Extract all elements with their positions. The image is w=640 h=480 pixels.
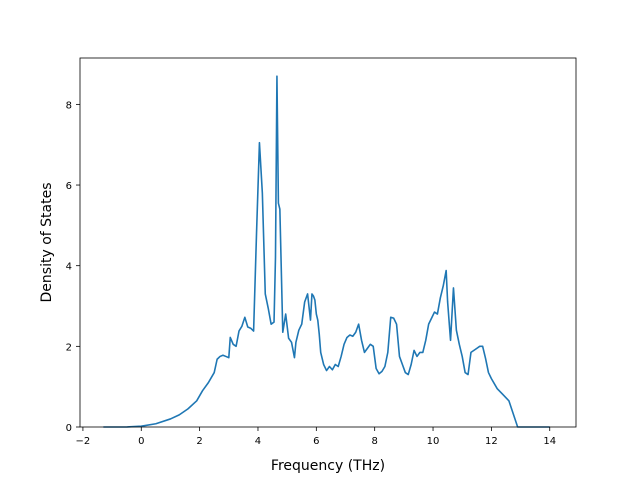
x-tick-label: 12 — [485, 436, 498, 447]
x-tick-label: 0 — [138, 436, 144, 447]
x-axis-ticks: −2 0 2 4 6 8 10 12 14 — [76, 427, 556, 447]
x-tick-label: 14 — [543, 436, 556, 447]
axes-frame — [79, 57, 577, 428]
x-tick-label: 10 — [427, 436, 440, 447]
y-axis-ticks: 0 2 4 6 8 — [66, 100, 80, 434]
y-tick-label: 6 — [66, 181, 72, 192]
x-tick-label: 6 — [313, 436, 319, 447]
x-tick-label: 8 — [371, 436, 377, 447]
y-tick-label: 4 — [66, 262, 72, 273]
y-tick-label: 0 — [66, 423, 72, 434]
x-axis-label: Frequency (THz) — [271, 458, 385, 474]
y-axis-label: Density of States — [39, 183, 55, 303]
dos-series-line — [103, 75, 550, 428]
x-tick-label: −2 — [76, 436, 91, 447]
y-tick-label: 2 — [66, 342, 72, 353]
x-tick-label: 2 — [196, 436, 202, 447]
x-tick-label: 4 — [255, 436, 261, 447]
y-tick-label: 8 — [66, 100, 72, 111]
plot-layer — [103, 75, 550, 428]
